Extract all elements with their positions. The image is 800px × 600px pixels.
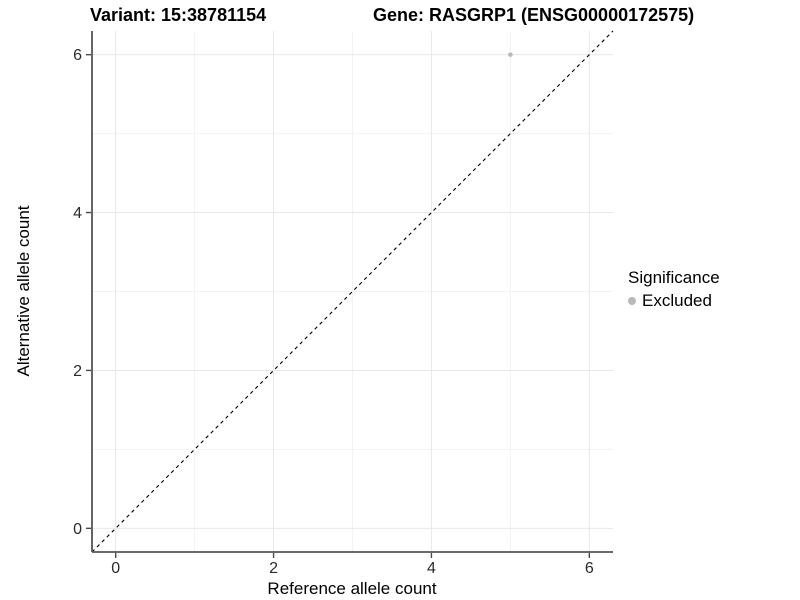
legend-title: Significance — [628, 268, 720, 287]
legend-item-label: Excluded — [642, 291, 712, 310]
legend-marker-dot — [628, 297, 636, 305]
legend: Significance Excluded — [628, 268, 720, 311]
y-tick-label: 0 — [73, 521, 82, 538]
y-tick-label: 2 — [73, 363, 82, 380]
x-tick-label: 4 — [427, 560, 436, 577]
x-axis-title: Reference allele count — [267, 579, 437, 598]
x-tick-label: 0 — [111, 560, 120, 577]
y-axis-title: Alternative allele count — [14, 205, 33, 377]
plot-title-variant: Variant: 15:38781154 — [90, 5, 267, 25]
y-tick-label: 6 — [73, 47, 82, 64]
legend-item-excluded: Excluded — [628, 291, 720, 311]
plot-title-gene: Gene: RASGRP1 (ENSG00000172575) — [373, 5, 695, 25]
x-tick-label: 2 — [269, 560, 278, 577]
y-tick-label: 4 — [73, 205, 82, 222]
data-point — [508, 52, 513, 57]
x-tick-label: 6 — [585, 560, 594, 577]
